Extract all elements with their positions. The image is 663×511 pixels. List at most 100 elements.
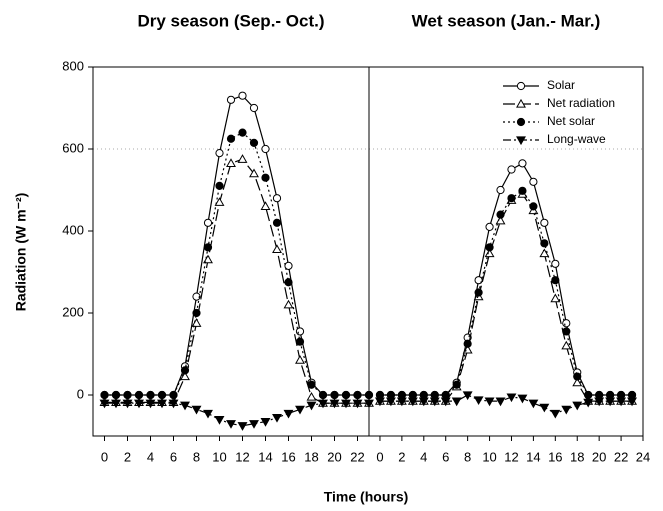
series-line bbox=[379, 189, 633, 396]
marker bbox=[627, 390, 637, 400]
marker bbox=[572, 377, 583, 387]
x-tick-label: 10 bbox=[482, 449, 496, 464]
marker bbox=[226, 420, 236, 429]
marker bbox=[517, 394, 528, 404]
marker bbox=[463, 339, 472, 348]
marker bbox=[261, 173, 270, 182]
marker bbox=[180, 401, 190, 411]
x-tick-label: 4 bbox=[147, 449, 154, 464]
marker bbox=[341, 390, 351, 400]
marker bbox=[441, 390, 450, 400]
marker bbox=[529, 177, 538, 186]
marker bbox=[122, 399, 133, 409]
marker bbox=[272, 194, 282, 203]
marker bbox=[474, 288, 483, 297]
x-tick-label: 16 bbox=[281, 449, 295, 464]
legend-label: Solar bbox=[547, 78, 575, 92]
legend-marker bbox=[516, 98, 526, 108]
marker bbox=[180, 366, 190, 375]
marker bbox=[539, 248, 550, 258]
plot-frame bbox=[368, 66, 644, 437]
marker bbox=[561, 405, 572, 415]
x-tick-label: 8 bbox=[464, 449, 471, 464]
x-tick-label: 6 bbox=[442, 449, 449, 464]
plot-frame bbox=[92, 66, 370, 437]
x-axis-label: Time (hours) bbox=[324, 489, 409, 505]
marker bbox=[100, 390, 109, 400]
x-tick-label: 20 bbox=[327, 449, 341, 464]
marker bbox=[385, 397, 396, 407]
marker bbox=[146, 390, 155, 400]
legend-label: Net radiation bbox=[547, 96, 615, 110]
marker bbox=[550, 293, 561, 303]
marker bbox=[594, 397, 605, 407]
marker bbox=[145, 399, 156, 409]
legend-marker bbox=[516, 136, 526, 146]
marker bbox=[192, 308, 201, 318]
y-tick-label: 800 bbox=[62, 58, 84, 73]
marker bbox=[249, 420, 259, 429]
marker bbox=[123, 390, 132, 400]
marker bbox=[518, 186, 527, 195]
marker bbox=[237, 154, 248, 163]
marker bbox=[272, 244, 282, 254]
x-tick-label: 16 bbox=[548, 449, 562, 464]
x-tick-label: 18 bbox=[304, 449, 318, 464]
x-tick-label: 0 bbox=[376, 449, 383, 464]
marker bbox=[215, 149, 224, 158]
x-tick-label: 22 bbox=[614, 449, 628, 464]
marker bbox=[295, 337, 305, 346]
marker bbox=[284, 261, 293, 270]
marker bbox=[529, 202, 538, 211]
marker bbox=[341, 399, 351, 409]
marker bbox=[386, 390, 396, 400]
marker bbox=[157, 390, 167, 400]
marker bbox=[473, 396, 484, 406]
marker bbox=[295, 327, 305, 336]
x-tick-label: 14 bbox=[526, 449, 540, 464]
x-tick-label: 12 bbox=[504, 449, 518, 464]
x-tick-label: 2 bbox=[398, 449, 405, 464]
x-tick-label: 14 bbox=[258, 449, 272, 464]
marker bbox=[352, 399, 363, 409]
marker bbox=[214, 416, 225, 425]
marker bbox=[272, 413, 282, 423]
marker bbox=[295, 355, 305, 364]
marker bbox=[238, 128, 247, 137]
marker bbox=[374, 397, 385, 407]
marker bbox=[551, 276, 560, 285]
marker bbox=[203, 243, 213, 252]
marker bbox=[616, 390, 626, 400]
marker bbox=[507, 194, 516, 203]
marker bbox=[226, 134, 236, 143]
marker bbox=[485, 243, 494, 252]
series-line bbox=[104, 402, 369, 427]
series-line bbox=[379, 394, 633, 415]
marker bbox=[191, 405, 202, 415]
marker bbox=[528, 399, 539, 409]
marker bbox=[272, 218, 282, 227]
marker bbox=[215, 181, 224, 190]
marker bbox=[430, 390, 439, 400]
marker bbox=[260, 418, 271, 427]
marker bbox=[203, 254, 213, 264]
marker bbox=[226, 95, 236, 104]
marker bbox=[260, 201, 271, 210]
marker bbox=[397, 390, 406, 400]
marker bbox=[283, 409, 294, 419]
marker bbox=[111, 399, 121, 409]
marker bbox=[484, 248, 495, 258]
series-line bbox=[104, 95, 369, 396]
marker bbox=[616, 397, 627, 407]
legend-marker bbox=[516, 117, 526, 127]
marker bbox=[238, 91, 247, 100]
marker bbox=[462, 391, 473, 401]
legend-label: Long-wave bbox=[547, 132, 606, 146]
marker bbox=[627, 397, 638, 407]
marker bbox=[329, 399, 340, 409]
marker bbox=[99, 399, 110, 409]
marker bbox=[283, 299, 294, 309]
marker bbox=[134, 390, 144, 400]
marker bbox=[495, 397, 506, 407]
